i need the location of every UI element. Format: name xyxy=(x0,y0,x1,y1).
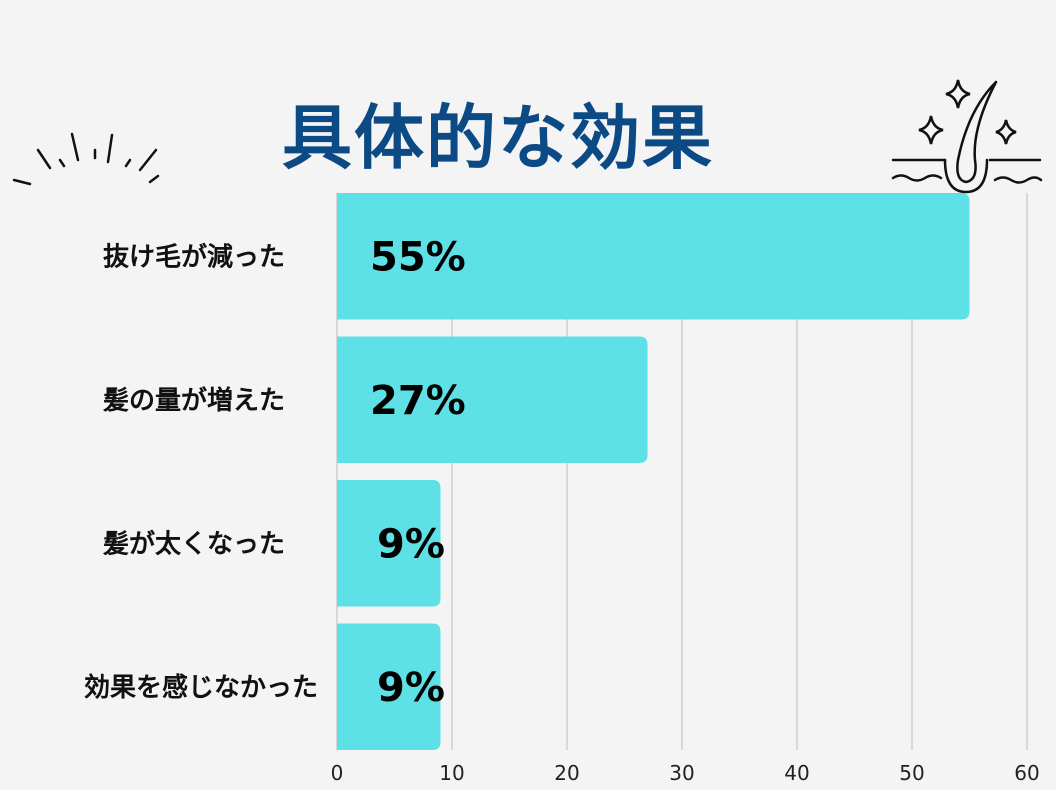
x-tick-label: 10 xyxy=(439,761,464,785)
hair-follicle-sparkle-icon xyxy=(891,79,1043,194)
bar xyxy=(337,193,970,320)
bars xyxy=(337,193,970,750)
x-tick-label: 60 xyxy=(1014,761,1039,785)
bar xyxy=(337,480,441,607)
labels: 0 10 20 30 40 50 60 抜け毛が減った 55% 髪の量が増えた 27% 髪が太くなった… xyxy=(84,234,1040,785)
category-label: 効果を感じなかった xyxy=(84,672,318,703)
bar xyxy=(337,623,441,750)
category-label: 髪の量が増えた xyxy=(102,385,285,416)
chart-title: 具体的な効果 xyxy=(282,97,714,179)
data-label: 9% xyxy=(377,521,445,567)
data-label: 9% xyxy=(377,665,445,711)
x-tick-label: 40 xyxy=(784,761,809,785)
x-tick-label: 30 xyxy=(669,761,694,785)
category-label: 抜け毛が減った xyxy=(103,241,285,272)
bar xyxy=(337,336,648,463)
burst-lines-icon xyxy=(12,132,160,186)
x-tick-label: 0 xyxy=(331,761,344,785)
category-label: 髪が太くなった xyxy=(102,528,285,559)
x-tick-label: 50 xyxy=(899,761,924,785)
data-label: 27% xyxy=(370,378,466,424)
x-tick-label: 20 xyxy=(554,761,579,785)
data-label: 55% xyxy=(370,234,466,280)
